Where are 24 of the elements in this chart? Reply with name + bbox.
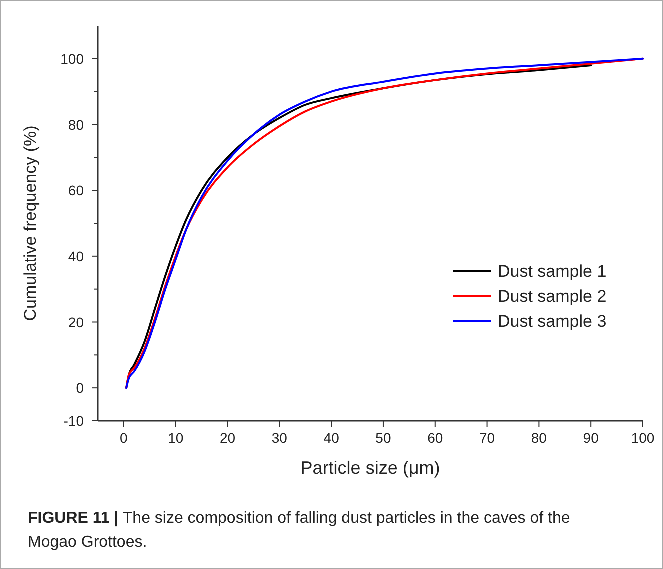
caption: FIGURE 11 | The size composition of falling dust particles in the caves of the Mogao Grottoes. xyxy=(28,510,570,551)
x-tick-label: 10 xyxy=(168,430,184,446)
x-tick-label: 60 xyxy=(428,430,444,446)
legend-label: Dust sample 2 xyxy=(498,287,607,306)
y-tick-label: 20 xyxy=(68,314,84,330)
x-tick-label: 20 xyxy=(220,430,236,446)
x-tick-label: 90 xyxy=(583,430,600,446)
y-tick-label: 0 xyxy=(76,380,84,396)
legend-label: Dust sample 3 xyxy=(498,312,607,331)
x-tick-label: 0 xyxy=(120,430,128,446)
y-tick-label: 80 xyxy=(68,116,84,133)
y-axis-title: Cumulative frequency (%) xyxy=(21,126,40,322)
x-tick-label: 40 xyxy=(324,430,340,446)
legend-label: Dust sample 1 xyxy=(498,262,607,281)
x-tick-label: 70 xyxy=(479,430,496,446)
y-tick-label: 100 xyxy=(60,50,84,67)
x-tick-label: 100 xyxy=(631,430,655,446)
y-tick-label: -10 xyxy=(64,413,84,429)
y-tick-label: 40 xyxy=(68,248,84,264)
x-tick-label: 50 xyxy=(376,430,392,446)
y-tick-label: 60 xyxy=(68,182,84,199)
x-tick-label: 30 xyxy=(272,430,288,446)
x-tick-label: 80 xyxy=(531,430,548,446)
x-axis-title: Particle size (μm) xyxy=(300,458,440,478)
